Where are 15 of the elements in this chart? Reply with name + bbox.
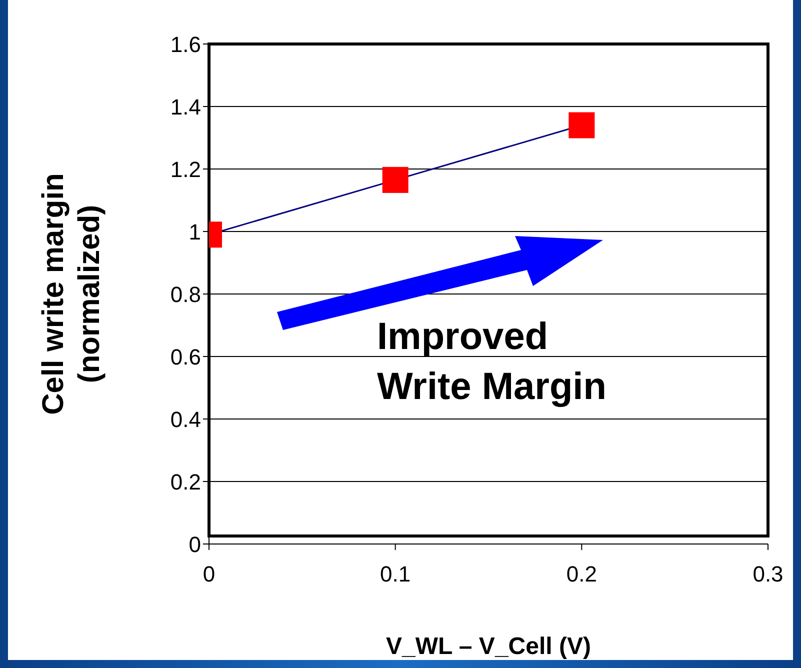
x-tick-label: 0.2 [566,562,597,587]
y-tick-label: 0 [188,532,201,557]
y-tick-label: 0.4 [170,406,201,432]
annotation: Improved Write Margin [376,315,608,410]
y-tick-label: 1 [188,219,201,244]
y-tick-label: 1.4 [170,94,201,120]
y-tick-label: 1.6 [170,32,201,57]
y-tick-label: 0.8 [170,282,201,307]
x-tick-label: 0.3 [752,562,784,587]
x-tick-label: 0.1 [380,562,411,587]
y-axis-title: Cell write margin (normalized) [37,173,106,415]
y-tick-label: 0.2 [170,469,201,494]
y-tick-label: 1.2 [170,156,201,182]
x-axis-title: V_WL – V_Cell (V) [386,633,591,660]
y-tick-label: 0.6 [170,344,201,370]
